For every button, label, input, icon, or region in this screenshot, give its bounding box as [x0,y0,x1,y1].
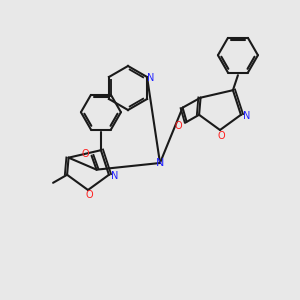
Text: N: N [147,73,155,83]
Text: O: O [217,131,225,141]
Text: N: N [243,111,250,121]
Text: O: O [82,149,89,159]
Text: O: O [175,121,182,131]
Text: N: N [111,171,118,181]
Text: O: O [85,190,93,200]
Text: N: N [156,158,164,168]
